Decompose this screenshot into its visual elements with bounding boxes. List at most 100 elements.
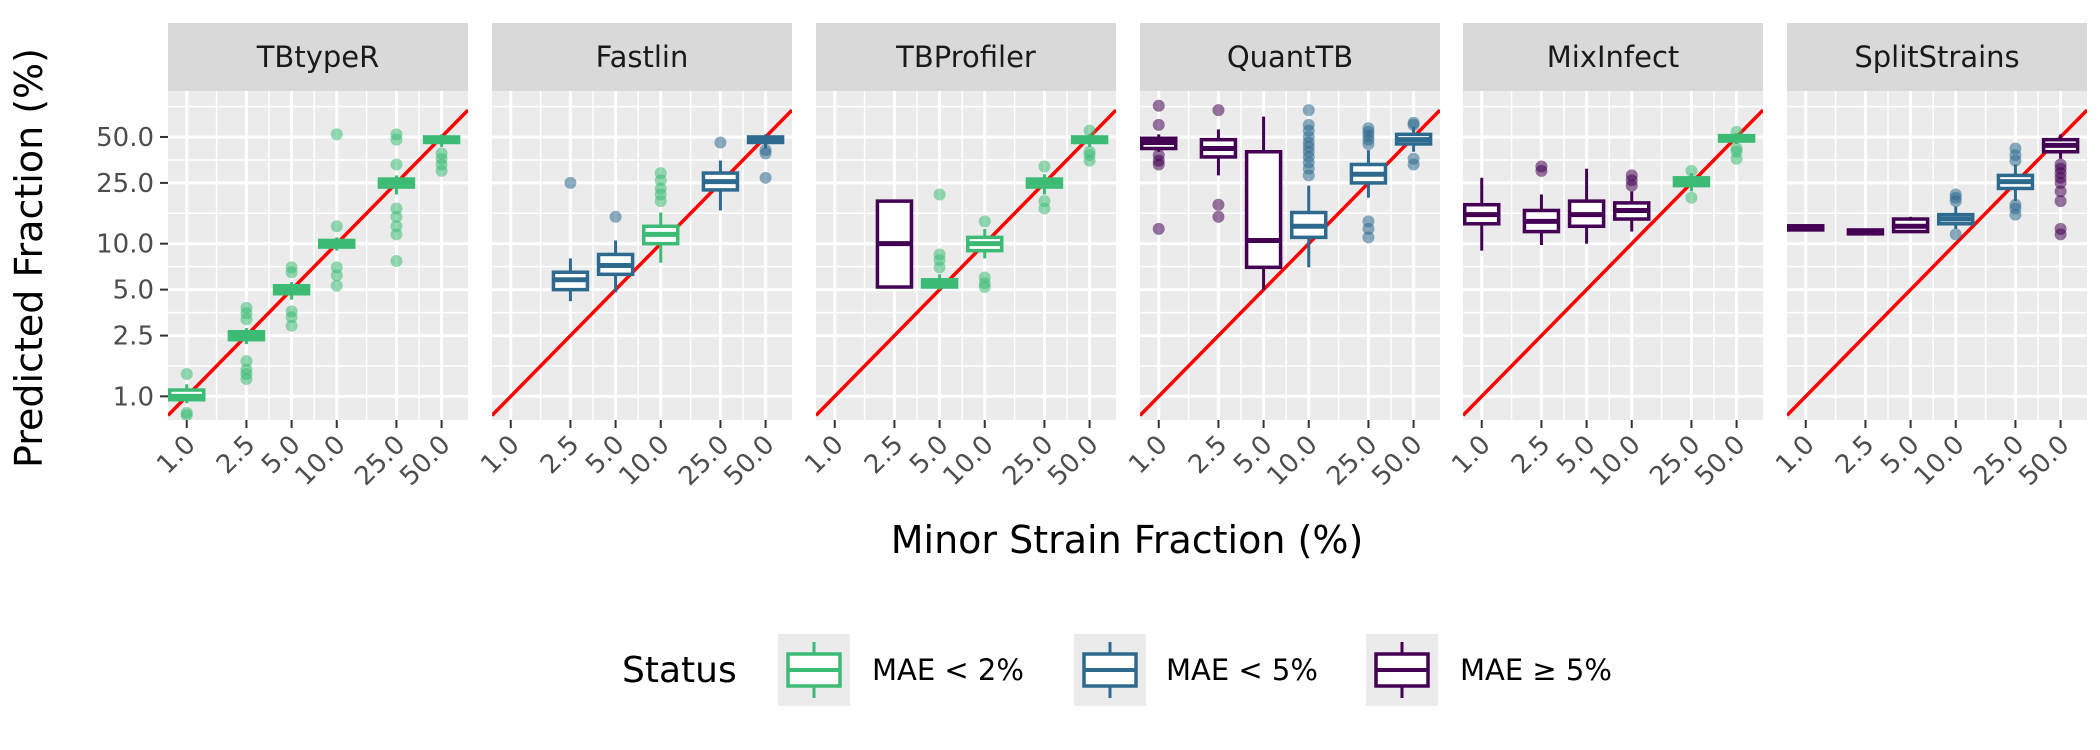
identity-line	[1140, 108, 1440, 417]
panel-plot-area	[168, 91, 468, 420]
box-5	[920, 188, 959, 290]
outlier-point	[180, 406, 193, 419]
box-25	[1672, 164, 1711, 204]
outlier-point	[2054, 222, 2067, 235]
outlier-point	[714, 136, 727, 149]
box-50	[1070, 124, 1109, 167]
x-tick-label: 50.0	[1689, 430, 1751, 492]
outlier-point	[1038, 195, 1051, 208]
facet-strip-label: TBProfiler	[895, 40, 1036, 74]
panel-plot-area	[816, 91, 1116, 420]
outlier-point	[390, 158, 403, 171]
outlier-point	[1625, 169, 1638, 182]
x-tick-label: 50.0	[718, 430, 780, 492]
box-2.5	[875, 199, 914, 289]
outlier-point	[240, 363, 253, 376]
legend-label: MAE < 5%	[1166, 653, 1318, 687]
outlier-point	[2054, 185, 2067, 198]
box-25	[377, 128, 416, 268]
y-tick-label: 1.0	[113, 382, 154, 412]
facet-strip	[168, 23, 468, 91]
legend-title: Status	[622, 650, 737, 691]
outlier-point	[1152, 99, 1165, 112]
outlier-point	[1152, 149, 1165, 162]
box-10	[1289, 104, 1328, 268]
outlier-point	[1362, 215, 1375, 228]
outlier-point	[1685, 191, 1698, 204]
x-tick-label: 25.0	[1968, 430, 2030, 492]
outlier-point	[180, 368, 193, 381]
outlier-point	[759, 171, 772, 184]
outlier-point	[285, 305, 298, 318]
outlier-point	[1685, 164, 1698, 177]
x-tick-label: 25.0	[349, 430, 411, 492]
facet-strip-label: Fastlin	[596, 40, 689, 74]
outlier-point	[1302, 118, 1315, 131]
outlier-point	[654, 167, 667, 180]
panel-plot-area	[1787, 91, 2087, 420]
box-1	[1140, 99, 1178, 235]
facet-strip	[492, 23, 792, 91]
outlier-point	[330, 128, 343, 141]
x-tick-label: 2.5	[1830, 430, 1880, 480]
y-tick-label: 50.0	[96, 123, 154, 153]
outlier-point	[390, 255, 403, 268]
outlier-point	[390, 128, 403, 141]
x-tick-label: 2.5	[1183, 430, 1233, 480]
outlier-point	[978, 215, 991, 228]
box-2.5	[551, 176, 590, 302]
outlier-point	[564, 176, 577, 189]
x-tick-label: 25.0	[1644, 430, 1706, 492]
facet-strip-label: SplitStrains	[1854, 40, 2019, 74]
box-1	[1787, 224, 1825, 232]
box-5	[596, 210, 635, 293]
legend-label: MAE < 2%	[872, 653, 1024, 687]
outlier-point	[2009, 198, 2022, 211]
x-tick-label: 50.0	[394, 430, 456, 492]
box-50	[746, 134, 785, 184]
facet-strip	[1463, 23, 1763, 91]
box-25	[1996, 142, 2035, 221]
box-50	[2041, 134, 2080, 241]
x-tick-label: 1.0	[1770, 430, 1820, 480]
outlier-point	[435, 147, 448, 160]
outlier-point	[978, 271, 991, 284]
x-tick-label: 1.0	[1123, 430, 1173, 480]
box-5	[272, 261, 311, 332]
outlier-point	[390, 210, 403, 223]
facet-strip-label: MixInfect	[1547, 40, 1680, 74]
box-50	[422, 134, 461, 177]
y-tick-label: 10.0	[96, 230, 154, 260]
x-tick-label: 25.0	[997, 430, 1059, 492]
x-tick-label: 10.0	[1262, 430, 1324, 492]
outlier-point	[240, 301, 253, 314]
legend-entry-ge5: MAE ≥ 5%	[1366, 634, 1612, 706]
identity-line	[816, 108, 1116, 417]
x-tick-label: 10.0	[1585, 430, 1647, 492]
outlier-point	[933, 248, 946, 261]
outlier-point	[1152, 118, 1165, 131]
box-5	[1244, 116, 1283, 290]
box-1	[1463, 177, 1501, 251]
box-1	[168, 368, 206, 420]
outlier-point	[1212, 104, 1225, 117]
box-10	[1936, 188, 1975, 241]
outlier-point	[1362, 231, 1375, 244]
x-tick-label: 1.0	[1446, 430, 1496, 480]
box-2.5	[227, 301, 266, 385]
box-2.5	[1846, 228, 1885, 236]
x-tick-label: 2.5	[535, 430, 585, 480]
identity-line	[1787, 108, 2087, 417]
facet-strip-label: QuantTB	[1227, 40, 1353, 74]
outlier-point	[933, 188, 946, 201]
outlier-point	[285, 261, 298, 274]
panel-plot-area	[1140, 91, 1440, 420]
outlier-point	[759, 144, 772, 157]
legend-entry-lt5: MAE < 5%	[1074, 634, 1318, 706]
